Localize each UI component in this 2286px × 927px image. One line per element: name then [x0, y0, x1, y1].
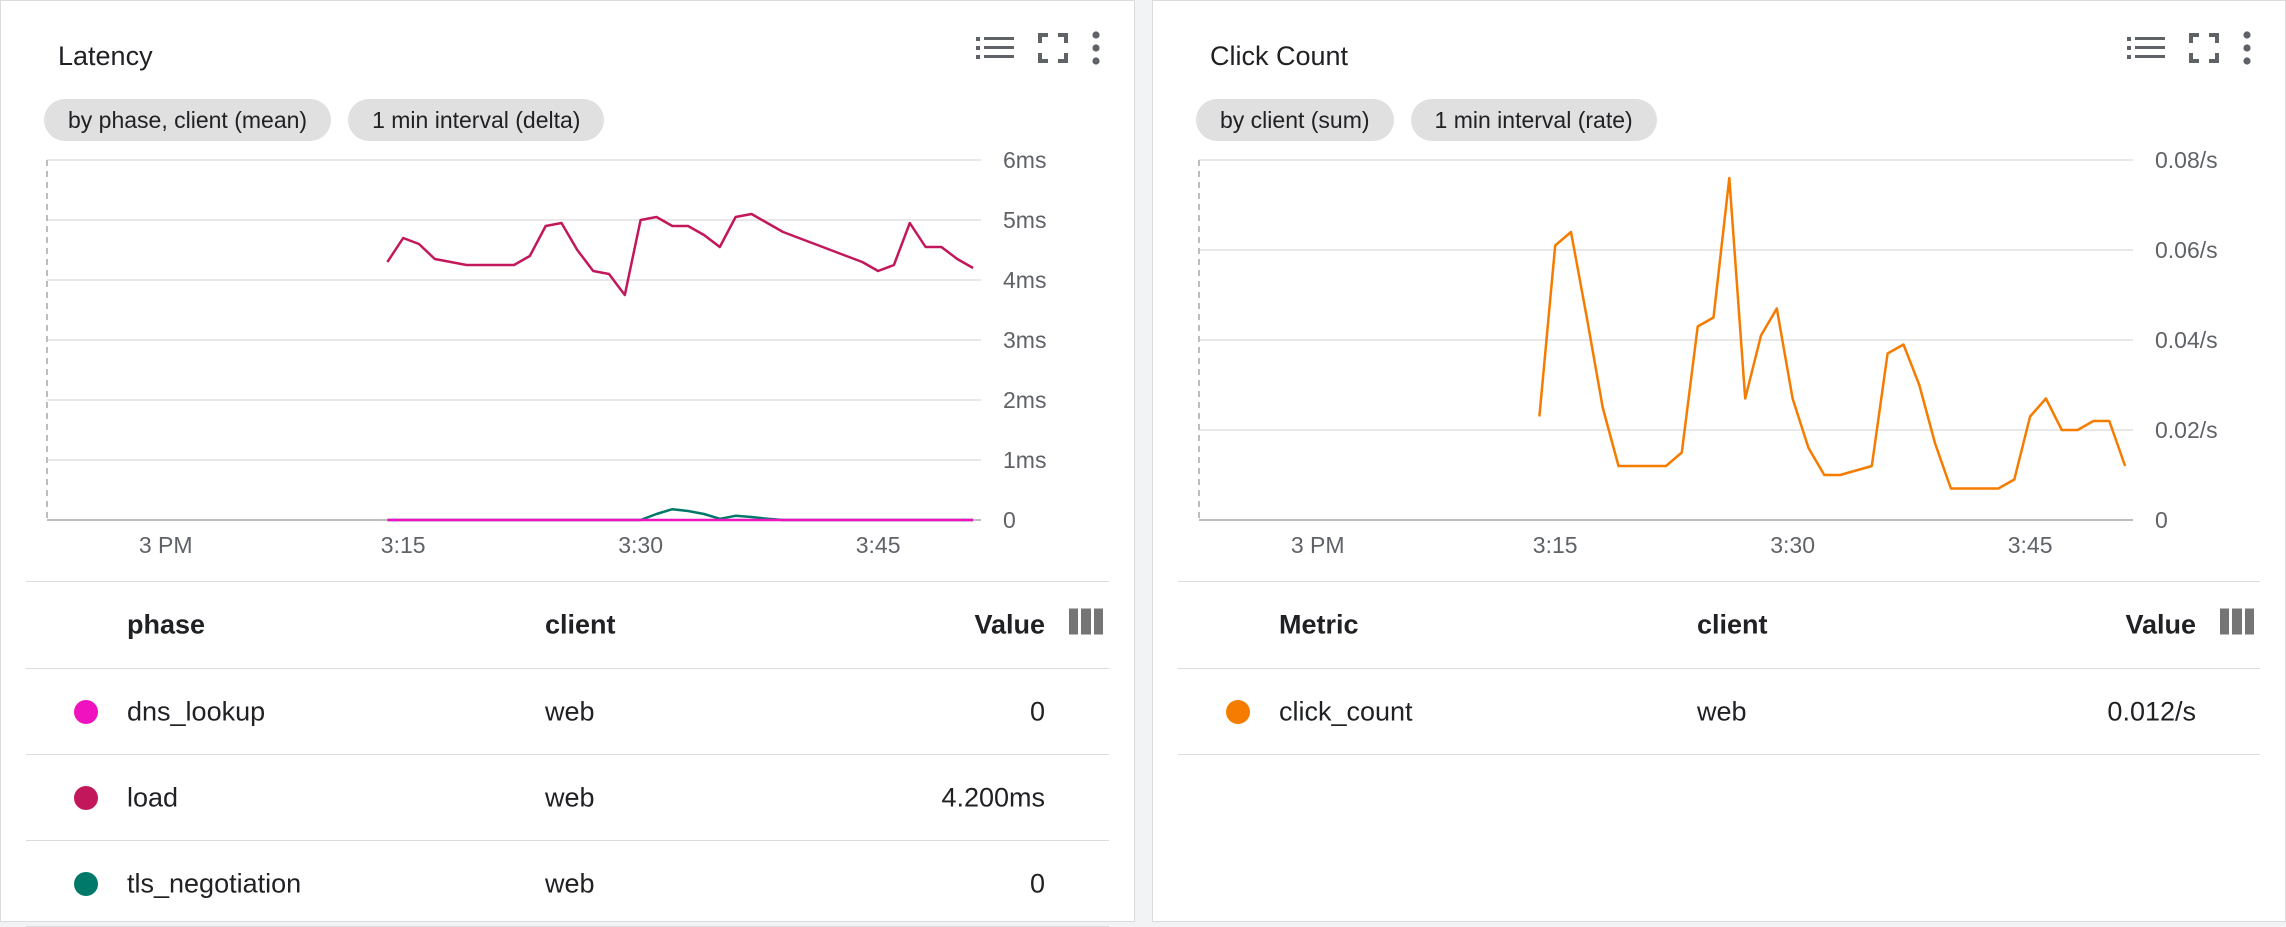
series-name: dns_lookup [127, 696, 266, 726]
y-tick-label: 3ms [1003, 327, 1046, 353]
legend-row[interactable]: tls_negotiation web 0 [26, 841, 1109, 927]
x-tick-label: 3:45 [856, 532, 901, 558]
column-header-value[interactable]: Value [974, 609, 1045, 640]
series-client: web [545, 868, 595, 898]
y-tick-label: 6ms [1003, 147, 1046, 173]
x-tick-label: 3:15 [381, 532, 426, 558]
column-header-client[interactable]: client [545, 609, 616, 640]
x-tick-label: 3 PM [1291, 532, 1345, 558]
series-value: 4.200ms [941, 782, 1045, 812]
panel-toolbar [976, 31, 1100, 65]
interval-chip[interactable]: 1 min interval (rate) [1410, 99, 1657, 141]
series-color-dot [74, 785, 98, 810]
column-settings-icon[interactable] [1069, 608, 1103, 642]
series-client: web [1697, 696, 1747, 726]
legend-toggle-icon[interactable] [2127, 36, 2165, 60]
x-tick-label: 3:30 [618, 532, 663, 558]
series-line-tls_negotiation[interactable] [387, 507, 974, 522]
x-tick-label: 3:30 [1770, 532, 1815, 558]
more-options-icon[interactable] [1092, 31, 1100, 65]
filter-chips: by client (sum) 1 min interval (rate) [1196, 99, 1657, 141]
legend-row[interactable]: click_count web 0.012/s [1178, 669, 2260, 755]
y-tick-label: 0.08/s [2155, 147, 2218, 173]
series-client: web [545, 782, 595, 812]
more-options-icon[interactable] [2243, 31, 2251, 65]
y-tick-label: 0 [1003, 507, 1016, 533]
y-tick-label: 0.04/s [2155, 327, 2218, 353]
x-tick-label: 3:45 [2008, 532, 2053, 558]
panel-title: Latency [58, 41, 153, 71]
x-tick-label: 3 PM [139, 532, 193, 558]
y-tick-label: 0.02/s [2155, 417, 2218, 443]
series-color-dot [1226, 699, 1250, 724]
y-tick-label: 2ms [1003, 387, 1046, 413]
y-tick-label: 0 [2155, 507, 2168, 533]
y-tick-label: 4ms [1003, 267, 1046, 293]
filter-chips: by phase, client (mean) 1 min interval (… [44, 99, 605, 141]
x-tick-label: 3:15 [1533, 532, 1578, 558]
series-value: 0.012/s [2107, 696, 2196, 726]
series-color-dot [74, 871, 98, 896]
legend-header: Metric client Value [1178, 581, 2260, 669]
latency-panel: Latency by phase, client (mean) 1 min in… [0, 0, 1136, 927]
series-client: web [545, 696, 595, 726]
panel-title: Click Count [1210, 41, 1349, 71]
fullscreen-icon[interactable] [2189, 33, 2219, 63]
y-tick-label: 0.06/s [2155, 237, 2218, 263]
interval-chip[interactable]: 1 min interval (delta) [348, 99, 605, 141]
legend-row[interactable]: load web 4.200ms [26, 755, 1109, 841]
fullscreen-icon[interactable] [1038, 33, 1068, 63]
column-header-client[interactable]: client [1697, 609, 1768, 640]
group-by-chip[interactable]: by phase, client (mean) [44, 99, 332, 141]
legend-table: phase client Value dns_lookup web 0 load… [26, 581, 1109, 927]
y-tick-label: 1ms [1003, 447, 1046, 473]
column-settings-icon[interactable] [2220, 608, 2254, 642]
click-count-panel: Click Count by client (sum) 1 min interv… [1152, 0, 2286, 922]
series-name: click_count [1279, 696, 1413, 726]
panel-toolbar [2127, 31, 2251, 65]
series-line-click_count[interactable] [1538, 176, 2127, 490]
series-color-dot [74, 699, 98, 724]
legend-table: Metric client Value click_count web 0.01… [1178, 581, 2260, 755]
legend-row[interactable]: dns_lookup web 0 [26, 669, 1109, 755]
series-name: tls_negotiation [127, 868, 302, 898]
series-line-load[interactable] [386, 212, 974, 297]
column-header-value[interactable]: Value [2125, 609, 2196, 640]
legend-header: phase client Value [26, 581, 1109, 669]
series-value: 0 [1029, 696, 1045, 726]
series-name: load [127, 782, 179, 812]
group-by-chip[interactable]: by client (sum) [1196, 99, 1394, 141]
legend-toggle-icon[interactable] [976, 36, 1014, 60]
click-count-chart: 0 0.02/s 0.04/s 0.06/s 0.08/s 3 PM 3:15 3:30 3:4… [1153, 141, 2286, 576]
series-value: 0 [1029, 868, 1045, 898]
column-header-phase[interactable]: phase [127, 609, 206, 640]
column-header-metric[interactable]: Metric [1279, 609, 1359, 640]
y-tick-label: 5ms [1003, 207, 1046, 233]
latency-chart: 0 1ms 2ms 3ms 4ms 5ms 6ms 3 PM 3:15 3:30 3:45 [1, 141, 1136, 576]
